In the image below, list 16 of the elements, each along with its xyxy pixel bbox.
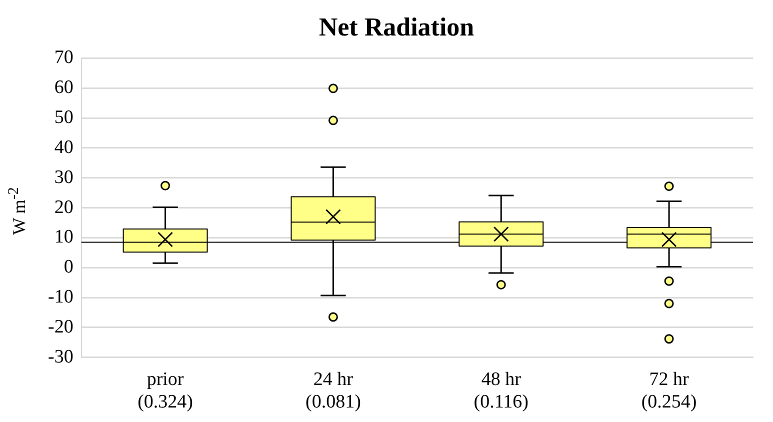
x-tick-label: 72 hr (0.254) [641,368,697,413]
y-tick-label: 30 [54,166,74,188]
y-tick-label: -10 [48,286,74,308]
x-tick-label: 48 hr (0.116) [474,368,528,413]
chart-title: Net Radiation [318,12,475,42]
y-tick-label: 0 [64,256,74,278]
y-tick-label: 70 [54,47,74,68]
y-tick-label: -30 [48,346,74,368]
y-tick-label: 50 [54,107,74,128]
y-tick-label: 60 [54,77,74,98]
y-tick-label: -20 [48,316,74,338]
y-tick-label: 10 [54,226,74,248]
y-tick-label: 40 [54,136,74,158]
x-tick-label: prior (0.324) [138,368,193,413]
y-tick-label: 20 [54,196,74,218]
x-tick-label: 24 hr (0.081) [306,368,361,413]
